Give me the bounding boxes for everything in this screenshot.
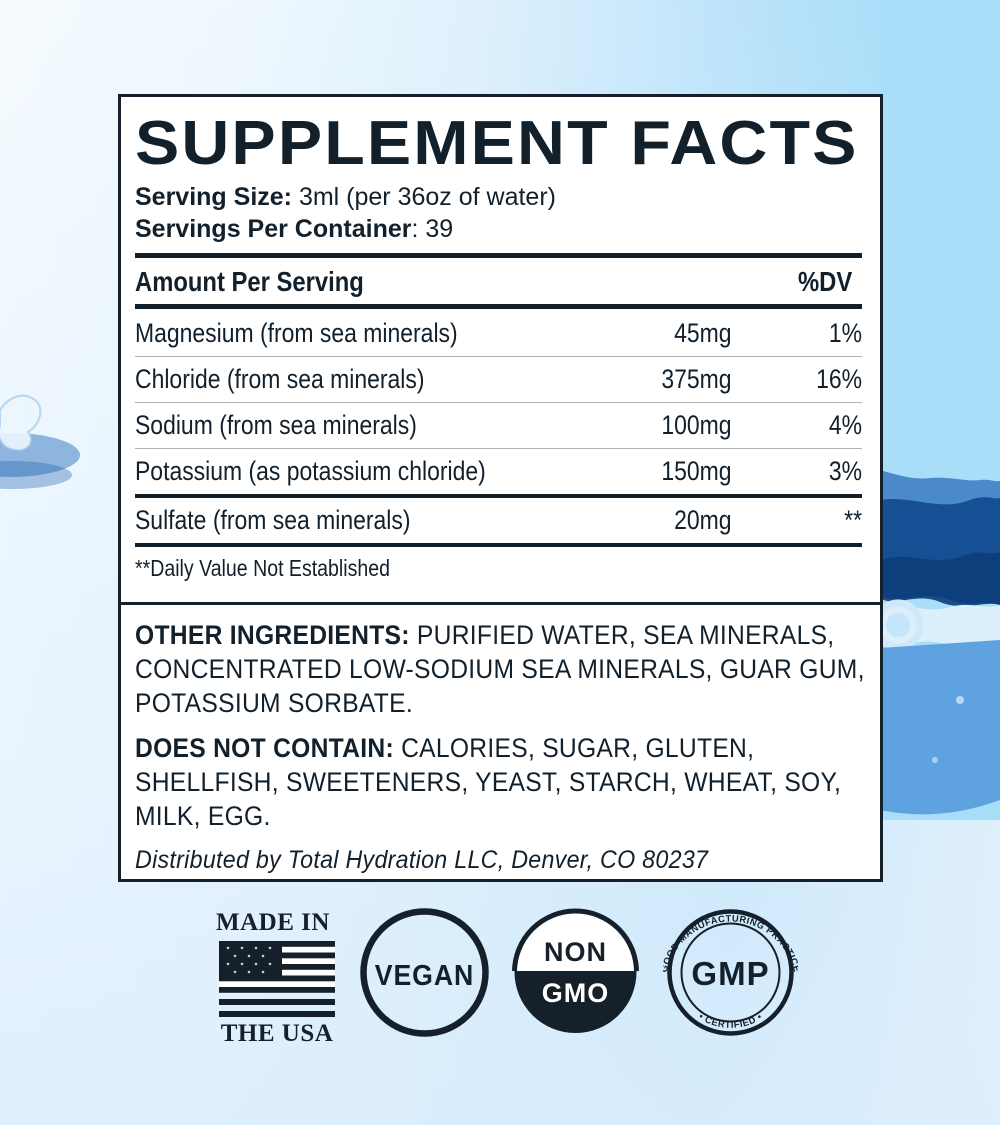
svg-text:VEGAN: VEGAN [375, 959, 474, 991]
svg-text:GMP: GMP [691, 955, 769, 992]
svg-text:NON: NON [544, 937, 607, 967]
svg-text:GMO: GMO [541, 978, 609, 1008]
svg-text:THE USA: THE USA [221, 1020, 334, 1045]
svg-text:MADE IN: MADE IN [216, 909, 330, 936]
